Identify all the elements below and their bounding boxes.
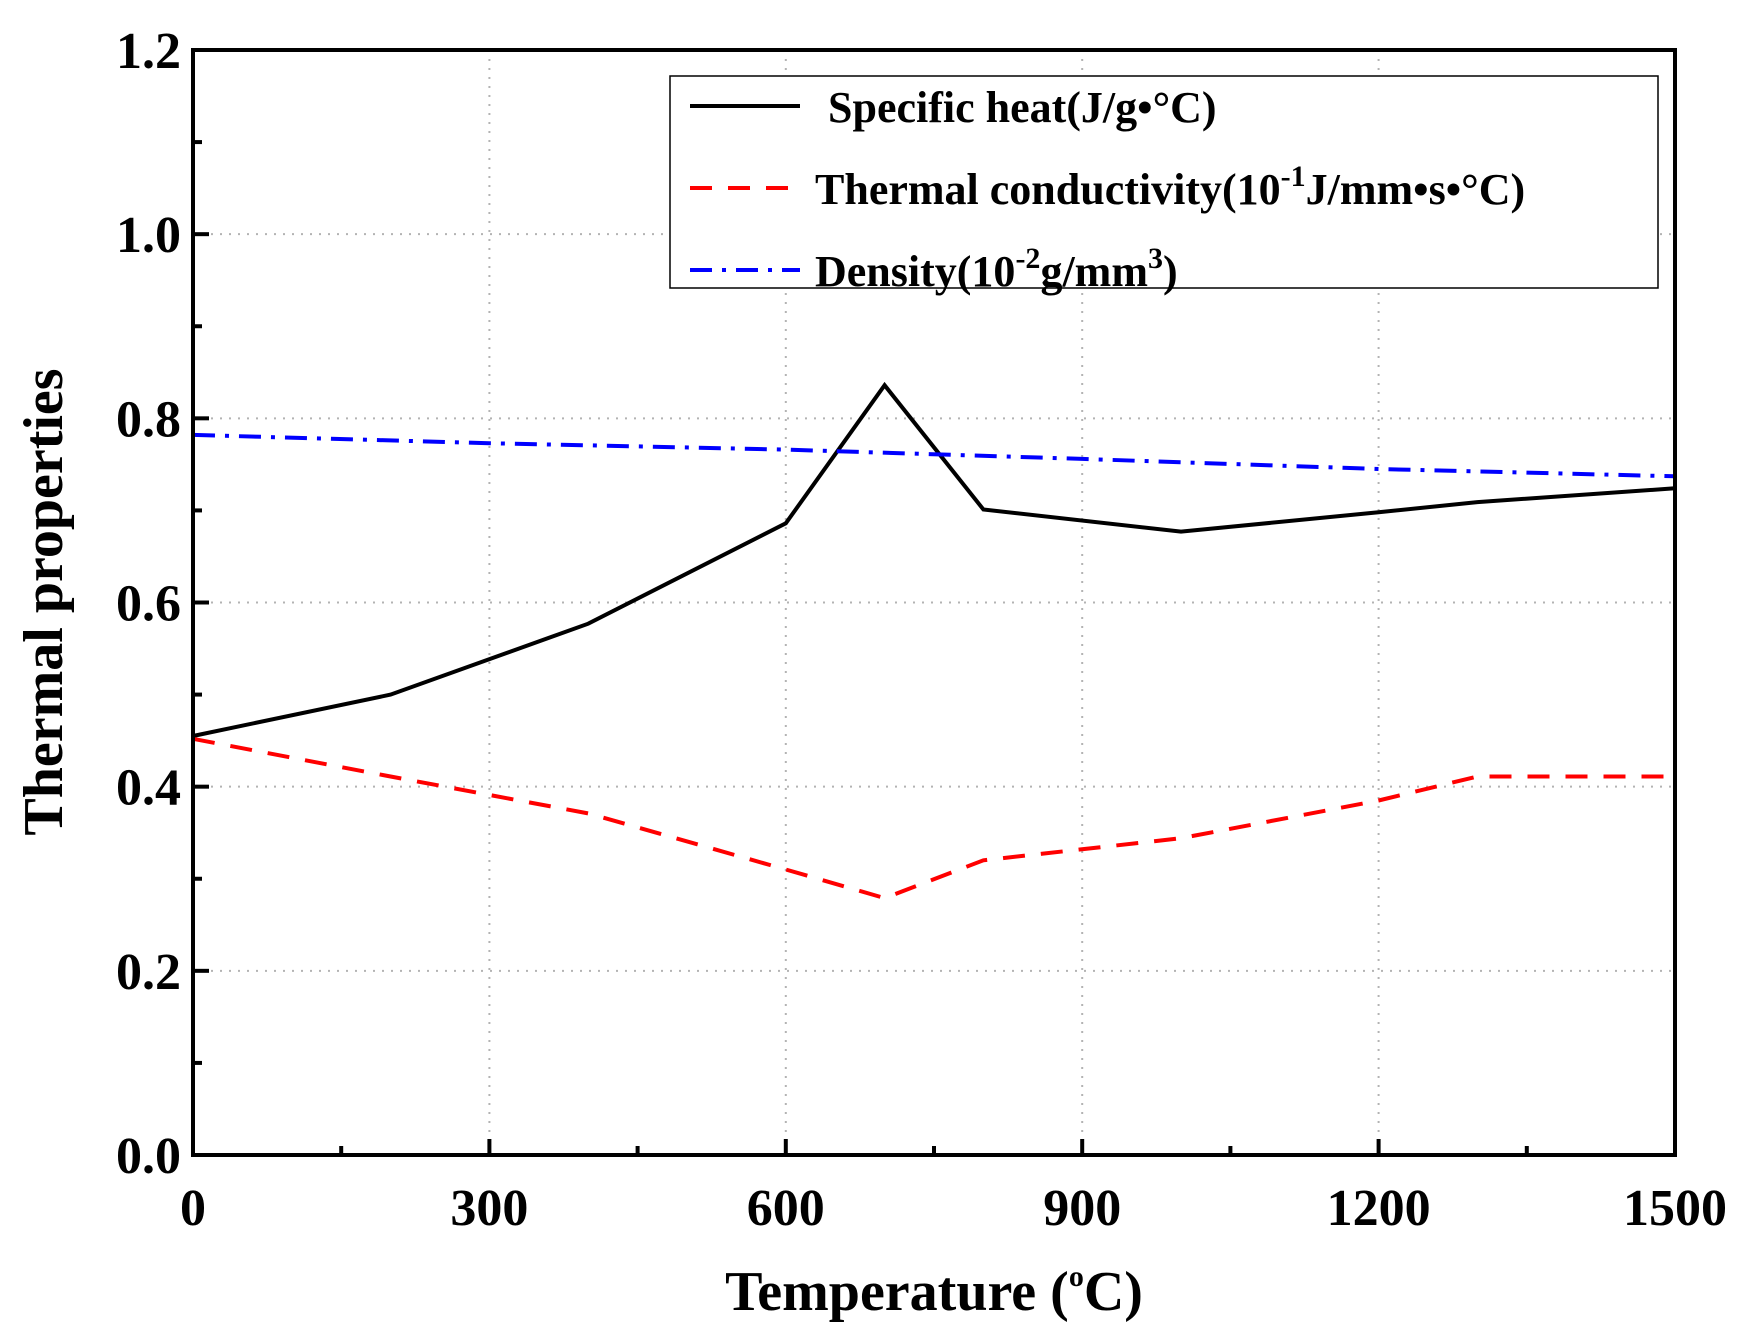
tick-labels: 0 300 600 900 1200 1500 0.0 0.2 0.4 0.6 0.8 1.0 1.2 [116, 23, 1727, 1237]
y-tick-label: 1.2 [116, 23, 181, 80]
legend-box [669, 75, 1659, 289]
x-axis-title: Temperature (oC) [725, 1260, 1143, 1323]
series-layer [192, 381, 1676, 901]
x-tick-label: 1200 [1327, 1180, 1431, 1237]
y-tick-label: 1.0 [116, 207, 181, 264]
series-line-2 [192, 432, 1676, 479]
legend: Specific heat(J/g•°C) Thermal conductivit… [669, 75, 1659, 296]
y-tick-label: 0.8 [116, 391, 181, 448]
axis-ticks [191, 48, 1677, 1157]
y-axis-title: Thermal properties [13, 368, 75, 835]
y-tick-label: 0.6 [116, 576, 181, 633]
series-line-1 [192, 736, 1675, 901]
y-tick-label: 0.0 [116, 1128, 181, 1185]
legend-label-2: Density(10-2g/mm3) [815, 242, 1178, 296]
legend-label-1: Thermal conductivity(10-1J/mm•s•°C) [815, 160, 1525, 214]
x-tick-label: 1500 [1623, 1180, 1727, 1237]
series-line-0 [192, 381, 1676, 738]
x-tick-label: 300 [450, 1180, 528, 1237]
legend-label-0: Specific heat(J/g•°C) [828, 83, 1217, 132]
y-tick-label: 0.4 [116, 760, 181, 817]
y-tick-label: 0.2 [116, 944, 181, 1001]
x-tick-label: 0 [180, 1180, 206, 1237]
x-tick-label: 600 [747, 1180, 825, 1237]
x-tick-label: 900 [1043, 1180, 1121, 1237]
